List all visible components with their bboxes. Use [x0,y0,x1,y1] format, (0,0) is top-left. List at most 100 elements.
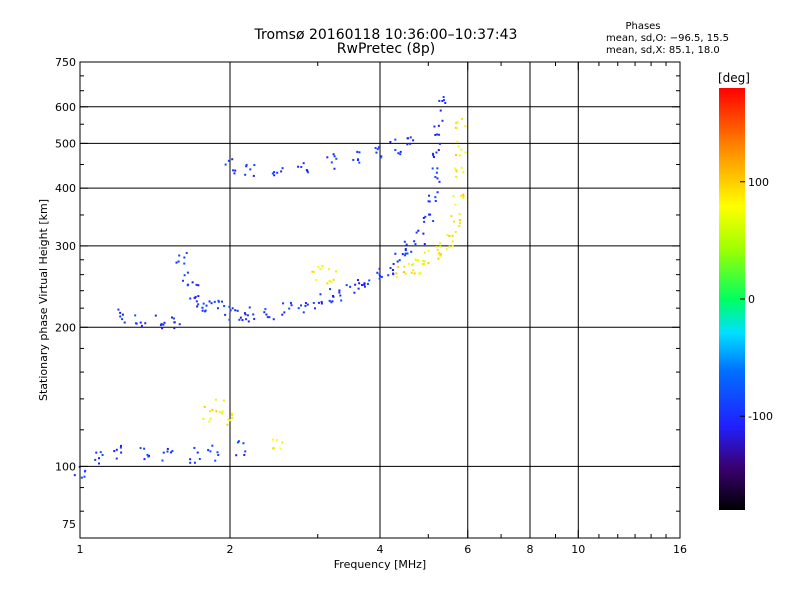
scatter-point [161,327,164,330]
tick-labels: 1 2 4 6 8 10 16 75 100 200 300 400 500 600 750 [55,56,687,556]
scatter-point [207,449,210,452]
scatter-point [147,455,150,458]
scatter-point [201,306,204,309]
scatter-point [410,271,413,274]
scatter-point [340,299,343,302]
scatter-point [244,450,247,453]
scatter-point [328,279,331,282]
scatter-point [368,279,371,282]
scatter-point [134,314,137,317]
y-tick-label: 200 [55,321,76,334]
scatter-point [120,451,123,454]
scatter-point [357,287,360,290]
scatter-point [418,272,421,275]
scatter-point [235,454,238,457]
scatter-point [413,272,416,275]
scatter-point [143,447,146,450]
scatter-point [433,125,436,128]
scatter-point [119,315,122,318]
scatter-point [392,273,395,276]
scatter-point [231,158,234,161]
scatter-point [304,302,307,305]
scatter-point [434,133,437,136]
scatter-point [94,458,97,461]
scatter-point [398,259,401,262]
scatter-point [300,165,303,168]
scatter-point [162,323,165,326]
scatter-point [448,245,451,248]
scatter-point [414,243,417,246]
scatter-point [230,412,233,415]
scatter-point [431,152,434,155]
scatter-point [191,281,194,284]
scatter-point [435,171,438,174]
scatter-point [389,140,392,143]
scatter-point [363,283,366,286]
scatter-point [218,410,221,413]
scatter-point [419,271,422,274]
colorbar-tick-label: 0 [748,293,755,306]
y-tick-label: 500 [55,137,76,150]
scatter-point [403,254,406,257]
scatter-point [321,264,324,267]
scatter-point [178,323,181,326]
scatter-point [397,152,400,155]
scatter-point [439,253,442,256]
scatter-point [392,262,395,265]
scatter-point [460,117,463,120]
scatter-point [427,262,430,265]
scatter-point [220,300,223,303]
scatter-point [189,458,192,461]
scatter-point [345,284,348,287]
scatter-point [422,259,425,262]
scatter-point [460,195,463,198]
scatter-point [313,307,316,310]
scatter-point [266,316,269,319]
scatter-point [312,270,315,273]
y-tick-label: 750 [55,56,76,69]
scatter-point [73,474,76,477]
scatter-point [439,254,442,257]
scatter-point [178,254,181,257]
scatter-point [181,279,184,282]
scatter-point [441,99,444,102]
scatter-point [439,245,442,248]
scatter-point [223,305,226,308]
scatter-point [123,321,126,324]
scatter-point [265,313,268,316]
scatter-point [462,171,465,174]
scatter-point [202,302,205,305]
scatter-point [221,410,224,413]
scatter-point [302,162,305,165]
x-tick-label: 8 [527,543,534,556]
scatter-point [186,271,189,274]
scatter-point [233,172,236,175]
scatter-point [234,169,237,172]
scatter-point [394,252,397,255]
scatter-point [162,451,165,454]
scatter-point [242,442,245,445]
scatter-point [317,265,320,268]
scatter-point [268,316,271,319]
scatter-point [231,307,234,310]
scatter-point [216,451,219,454]
scatter-point [415,231,418,234]
scatter-point [214,459,217,462]
scatter-point [304,304,307,307]
y-axis-label: Stationary phase Virtual Height [km] [37,199,50,401]
scatter-point [202,417,205,420]
scatter-point [455,169,458,172]
scatter-point [234,309,237,312]
scatter-point [434,175,437,178]
scatter-point [271,172,274,175]
colorbar-tick-label: 100 [748,176,769,189]
scatter-point [403,265,406,268]
scatter-point [333,167,336,170]
scatter-point [216,307,219,310]
scatter-point [454,167,457,170]
scatter-point [434,196,437,199]
scatter-point [361,284,364,287]
scatter-point [445,248,448,251]
scatter-point [289,301,292,304]
